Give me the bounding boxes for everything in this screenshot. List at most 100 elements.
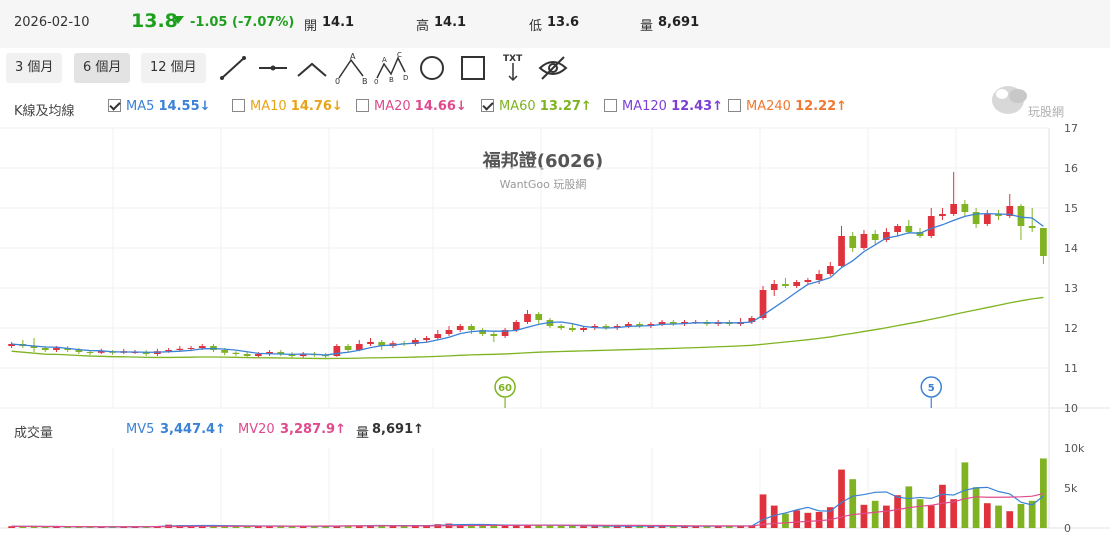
low-label: 低 bbox=[529, 19, 543, 34]
candle-body bbox=[804, 280, 812, 282]
candle-body bbox=[916, 232, 924, 236]
candle-body bbox=[266, 352, 273, 354]
ma60-line bbox=[11, 296, 1044, 360]
volume-bar bbox=[445, 523, 453, 528]
candle-body bbox=[243, 354, 251, 356]
indicator-ma240[interactable]: MA240 12.22↑ bbox=[728, 99, 847, 114]
volume-bar bbox=[972, 487, 980, 528]
volume-bar bbox=[41, 526, 49, 528]
rectangle-icon[interactable] bbox=[456, 52, 490, 84]
svg-text:0: 0 bbox=[335, 77, 340, 84]
chart-toolbar: 3 個月 6 個月 12 個月 0 A B 0 A B C D TXT bbox=[0, 50, 1110, 86]
candle-body bbox=[221, 350, 229, 353]
indicator-ma120[interactable]: MA120 12.43↑ bbox=[604, 99, 723, 114]
candle bbox=[86, 350, 94, 356]
indicator-ma20[interactable]: MA20 14.66↓ bbox=[356, 99, 467, 114]
candle-body bbox=[883, 232, 890, 240]
candle bbox=[355, 340, 363, 352]
indicator-ma10[interactable]: MA10 14.76↓ bbox=[232, 99, 343, 114]
candle-body bbox=[322, 355, 329, 357]
volume-bar bbox=[19, 526, 27, 528]
candle-body bbox=[75, 350, 83, 352]
candle-body bbox=[142, 352, 150, 354]
volume-tick-label: 10k bbox=[1064, 442, 1085, 455]
candle-body bbox=[636, 324, 644, 326]
ma120-checkbox[interactable] bbox=[604, 99, 617, 112]
candle-body bbox=[411, 340, 419, 344]
candle bbox=[254, 352, 262, 358]
ma10-value: 14.76↓ bbox=[290, 99, 343, 114]
candle-body bbox=[288, 354, 296, 356]
ma60-checkbox[interactable] bbox=[481, 99, 494, 112]
range-12m-button[interactable]: 12 個月 bbox=[141, 53, 206, 83]
range-6m-button[interactable]: 6 個月 bbox=[74, 53, 131, 83]
wedge-icon[interactable] bbox=[295, 52, 329, 84]
ma20-checkbox[interactable] bbox=[356, 99, 369, 112]
volume-label: 量 bbox=[640, 19, 654, 34]
chart-markers: 60 5 bbox=[494, 376, 942, 408]
trend-line-icon[interactable] bbox=[216, 52, 250, 84]
hide-icon[interactable] bbox=[536, 52, 570, 84]
candle bbox=[894, 224, 901, 236]
candle-body bbox=[479, 330, 487, 334]
candle bbox=[288, 352, 296, 358]
volume-bar bbox=[8, 526, 15, 528]
candle bbox=[1028, 208, 1036, 232]
logo-icon bbox=[992, 86, 1027, 114]
volume-bar bbox=[647, 526, 655, 528]
ma5-checkbox[interactable] bbox=[108, 99, 121, 112]
candle bbox=[703, 320, 711, 326]
volume-bar bbox=[692, 526, 700, 528]
volume-bar bbox=[131, 526, 139, 528]
volume-bar bbox=[602, 526, 610, 528]
volume-bar bbox=[524, 524, 531, 528]
volume-bar bbox=[355, 525, 363, 528]
candle-body bbox=[546, 320, 554, 326]
candle bbox=[367, 338, 374, 346]
indicator-ma60[interactable]: MA60 13.27↑ bbox=[481, 99, 592, 114]
price-axis: 10 11 12 13 14 15 16 17 bbox=[0, 122, 1078, 415]
volume-bar bbox=[737, 525, 744, 528]
candle-body bbox=[1006, 206, 1014, 216]
candle bbox=[333, 344, 341, 357]
candle-body bbox=[927, 216, 935, 236]
volume-bar bbox=[210, 525, 217, 528]
svg-text:A: A bbox=[382, 56, 387, 64]
volume-bar bbox=[1040, 458, 1047, 528]
abcd-pattern-icon[interactable]: 0 A B C D bbox=[374, 52, 408, 84]
candle bbox=[871, 230, 879, 244]
range-3m-button[interactable]: 3 個月 bbox=[6, 53, 63, 83]
candle bbox=[1040, 228, 1047, 264]
circle-icon[interactable] bbox=[415, 52, 449, 84]
candle-body bbox=[30, 346, 38, 348]
candle bbox=[748, 316, 756, 324]
text-icon[interactable]: TXT bbox=[496, 52, 530, 84]
candle bbox=[490, 332, 498, 342]
candle-body bbox=[535, 314, 543, 320]
horizontal-line-icon[interactable] bbox=[256, 52, 290, 84]
candle bbox=[221, 348, 229, 356]
volume-bar bbox=[568, 525, 576, 528]
indicator-ma5[interactable]: MA5 14.55↓ bbox=[108, 99, 211, 114]
candle-body bbox=[860, 234, 868, 248]
candle bbox=[613, 324, 621, 330]
volume-bar bbox=[849, 479, 857, 528]
ma240-checkbox[interactable] bbox=[728, 99, 741, 112]
mv20-line bbox=[11, 492, 1044, 528]
ma240-label: MA240 bbox=[746, 99, 796, 114]
candle-body bbox=[198, 346, 206, 348]
candle-body bbox=[210, 346, 217, 350]
candle bbox=[546, 318, 554, 328]
volume-bar bbox=[344, 525, 352, 528]
candle bbox=[759, 286, 767, 320]
mv20-label: MV20 bbox=[238, 422, 275, 437]
volume-bar bbox=[86, 526, 94, 528]
volume-bar bbox=[860, 504, 868, 528]
candle bbox=[243, 352, 251, 358]
ma10-checkbox[interactable] bbox=[232, 99, 245, 112]
volume-bar bbox=[165, 524, 172, 528]
abc-pattern-icon[interactable]: 0 A B bbox=[334, 52, 368, 84]
ma20-label: MA20 bbox=[374, 99, 415, 114]
candle-body bbox=[737, 322, 744, 324]
volume-bar bbox=[793, 510, 801, 528]
